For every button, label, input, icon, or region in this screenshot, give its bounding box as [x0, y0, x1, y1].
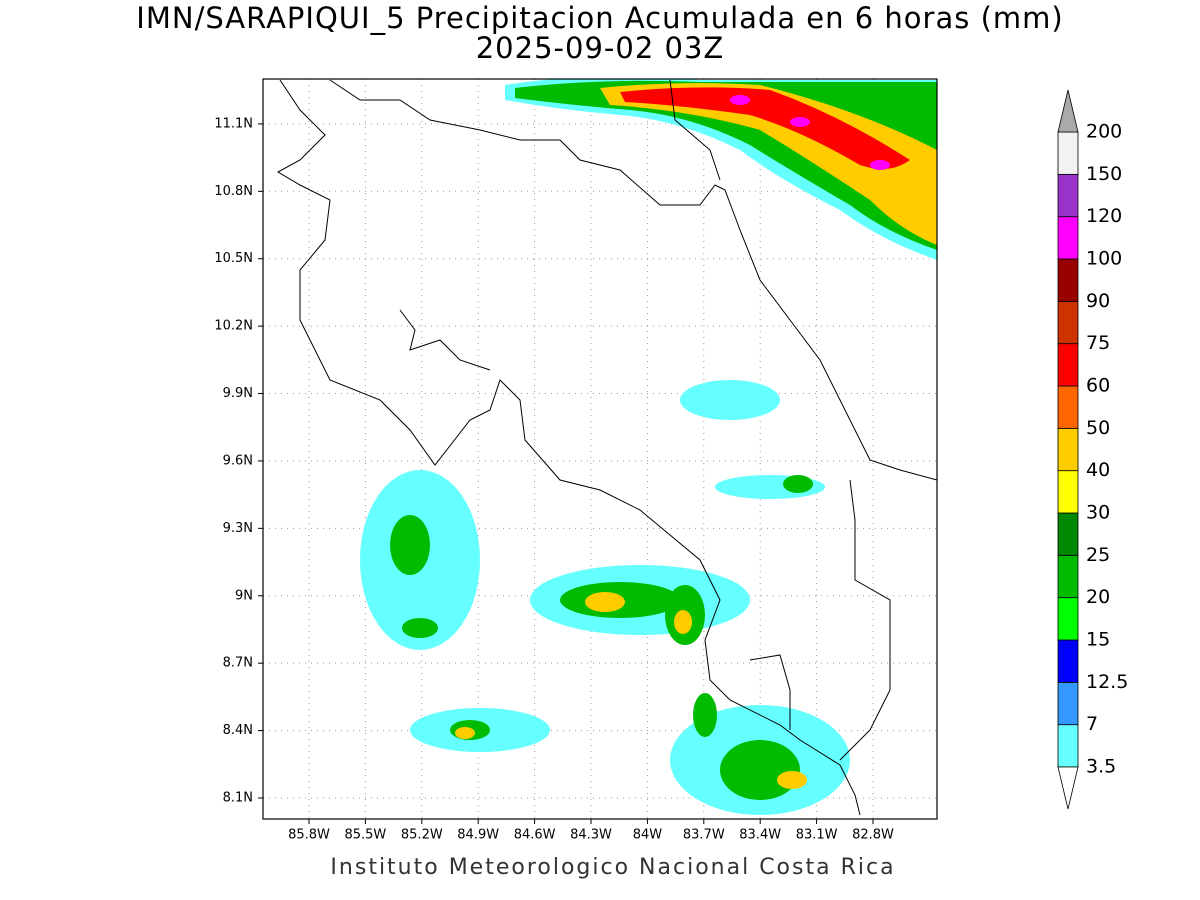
- lon-tick-label: 84.6W: [514, 828, 556, 843]
- lat-tick-label: 9.3N: [223, 521, 253, 536]
- colorbar-segment: [1057, 554, 1079, 599]
- colorbar-segment: [1057, 300, 1079, 345]
- rain-area: [390, 515, 430, 575]
- lat-tick-label: 9N: [235, 588, 253, 603]
- colorbar-label: 40: [1086, 459, 1110, 481]
- rain-area: [730, 95, 750, 105]
- colorbar-segment: [1057, 131, 1079, 175]
- rain-area: [620, 87, 910, 169]
- rain-area: [455, 727, 475, 739]
- colorbar-segment: [1057, 385, 1079, 429]
- colorbar-segment: [1057, 470, 1079, 514]
- rain-area: [600, 83, 937, 245]
- colorbar-label: 120: [1086, 205, 1122, 227]
- colorbar-label: 150: [1086, 163, 1122, 185]
- colorbar-label: 50: [1086, 417, 1110, 439]
- colorbar-segment: [1057, 681, 1079, 726]
- lat-tick-label: 10.8N: [214, 184, 253, 199]
- rain-area: [777, 771, 807, 789]
- colorbar-segment: [1057, 173, 1079, 218]
- lon-tick-label: 85.2W: [401, 828, 443, 843]
- colorbar-label: 20: [1086, 586, 1110, 608]
- colorbar-label: 12.5: [1086, 671, 1128, 693]
- coastline: [276, 79, 937, 816]
- lat-tick-label: 8.4N: [223, 723, 253, 738]
- lon-tick-label: 84.3W: [570, 828, 612, 843]
- colorbar-segment: [1057, 343, 1079, 387]
- lon-tick-label: 84W: [633, 828, 663, 843]
- lon-tick-label: 83.4W: [739, 828, 781, 843]
- rain-area: [693, 693, 717, 737]
- map-frame: [262, 78, 938, 820]
- colorbar-label: 75: [1086, 332, 1110, 354]
- lon-tick-label: 83.7W: [683, 828, 725, 843]
- colorbar-label: 90: [1086, 290, 1110, 312]
- rain-area: [402, 618, 438, 638]
- lat-tick-label: 9.6N: [223, 453, 253, 468]
- lat-tick-label: 10.5N: [214, 251, 253, 266]
- colorbar-label: 15: [1086, 629, 1110, 651]
- lon-tick-label: 83.1W: [796, 828, 838, 843]
- rain-area: [674, 610, 692, 634]
- colorbar-label: 7: [1086, 713, 1098, 735]
- colorbar-label: 25: [1086, 544, 1110, 566]
- lat-tick-label: 8.7N: [223, 656, 253, 671]
- rain-area: [680, 380, 780, 420]
- subtitle: 2025-09-02 03Z: [476, 31, 725, 65]
- colorbar-segment: [1057, 639, 1079, 683]
- lat-tick-label: 10.2N: [214, 319, 253, 334]
- colorbar: 3.5 7 12.5 15 20 25 30 40 50 60 75 90 100 120 150 200: [1057, 89, 1128, 810]
- colorbar-segment: [1057, 724, 1079, 768]
- rain-area: [720, 740, 800, 800]
- colorbar-label: 30: [1086, 502, 1110, 524]
- precipitation: [360, 79, 937, 815]
- rain-area: [790, 117, 810, 127]
- lon-tick-label: 85.5W: [344, 828, 386, 843]
- lat-tick-label: 11.1N: [214, 116, 253, 131]
- colorbar-label: 3.5: [1086, 756, 1116, 778]
- colorbar-label: 60: [1086, 375, 1110, 397]
- colorbar-segment: [1057, 258, 1079, 302]
- colorbar-segment: [1057, 427, 1079, 472]
- rain-area: [585, 592, 625, 612]
- lat-tick-label: 9.9N: [223, 386, 253, 401]
- colorbar-under: [1057, 766, 1079, 810]
- colorbar-segment: [1057, 216, 1079, 260]
- lon-tick-label: 85.8W: [288, 828, 330, 843]
- lon-tick-label: 82.8W: [852, 828, 894, 843]
- footer: Instituto Meteorologico Nacional Costa R…: [330, 855, 895, 880]
- title: IMN/SARAPIQUI_5 Precipitacion Acumulada …: [136, 1, 1063, 35]
- rain-area: [870, 160, 890, 170]
- lon-tick-label: 84.9W: [457, 828, 499, 843]
- colorbar-segment: [1057, 512, 1079, 556]
- colorbar-label: 200: [1086, 121, 1122, 143]
- colorbar-label: 100: [1086, 248, 1122, 270]
- rain-area: [783, 475, 813, 493]
- colorbar-over: [1057, 89, 1079, 133]
- lat-tick-label: 8.1N: [223, 791, 253, 806]
- colorbar-segment: [1057, 597, 1079, 641]
